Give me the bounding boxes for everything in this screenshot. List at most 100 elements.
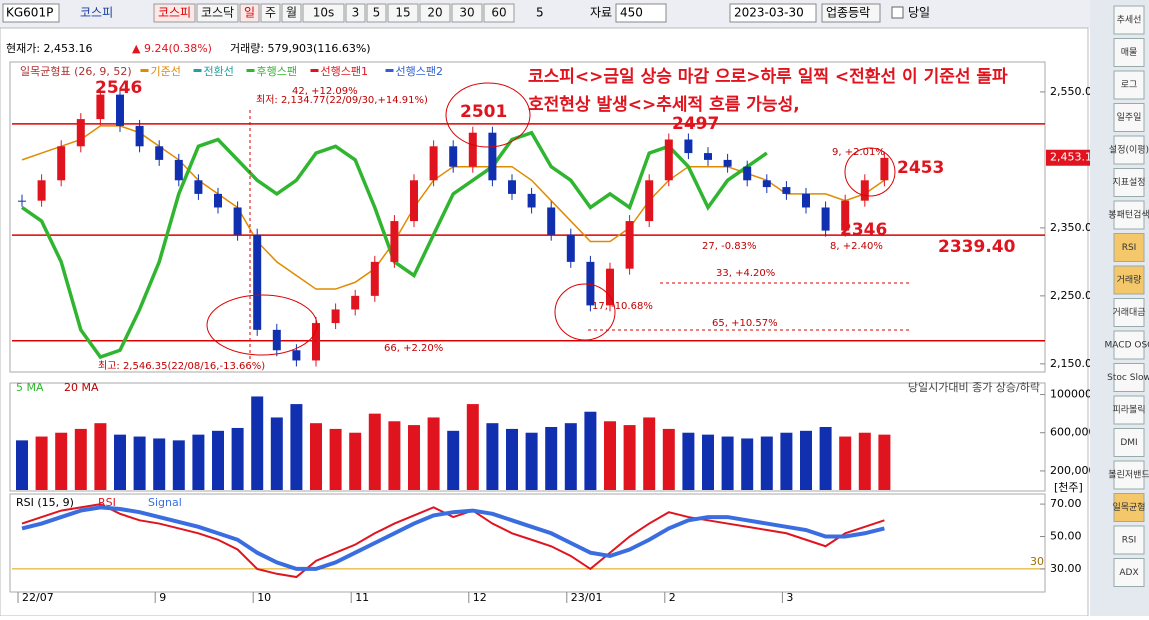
- side-button[interactable]: [1113, 5, 1145, 35]
- candle: [390, 221, 399, 262]
- toolbar-button-label: 5: [373, 6, 381, 20]
- candle: [429, 146, 438, 181]
- side-button[interactable]: [1113, 525, 1145, 555]
- volume-bar: [878, 434, 891, 490]
- x-tick-label: 2: [669, 591, 676, 604]
- code-box[interactable]: [2, 3, 60, 23]
- side-button[interactable]: [1113, 103, 1145, 132]
- side-button-label: RSI: [1122, 536, 1137, 546]
- rsi-legend: RSI: [98, 496, 116, 509]
- rsi-legend: Signal: [148, 496, 182, 509]
- volume-bar: [94, 423, 107, 490]
- volume-bar: [506, 428, 518, 490]
- candle: [351, 295, 360, 310]
- candle: [116, 94, 124, 126]
- side-button[interactable]: [1113, 493, 1145, 522]
- side-button[interactable]: [1113, 558, 1145, 587]
- candle: [18, 200, 26, 202]
- volume-bar: [741, 438, 754, 490]
- date: 2023-03-30: [734, 6, 804, 20]
- candle: [370, 261, 379, 296]
- toolbar-button[interactable]: [260, 3, 281, 23]
- side-button-label: Stoc Slow: [1107, 373, 1149, 383]
- toolbar-button-label: 일: [244, 6, 255, 20]
- candle: [76, 119, 85, 147]
- side-button[interactable]: [1113, 70, 1145, 100]
- index-name: 코스피: [80, 6, 113, 20]
- toolbar-button-label: 15: [395, 6, 410, 20]
- volume-bar: [545, 427, 558, 490]
- volume-bar: [212, 430, 224, 490]
- toolbar-button[interactable]: [345, 3, 366, 23]
- volume-bar: [349, 432, 362, 490]
- chart-frame: [0, 27, 1089, 617]
- toolbar-button-label: 10s: [313, 6, 335, 20]
- annotation: 9, +2.01%: [832, 147, 885, 158]
- toolbar-button[interactable]: [239, 3, 260, 23]
- legend-swatch: [385, 69, 394, 72]
- side-button[interactable]: [1113, 330, 1145, 360]
- toolbar-button[interactable]: [451, 3, 483, 23]
- side-button[interactable]: [1113, 363, 1145, 392]
- candle: [821, 207, 830, 231]
- side-button[interactable]: [1113, 395, 1145, 425]
- side-button[interactable]: [1113, 233, 1145, 262]
- code: KG601P: [6, 6, 53, 20]
- toolbar-button[interactable]: [302, 3, 345, 23]
- y-tick-label: 2,350.00: [1050, 221, 1099, 234]
- volume-bar: [133, 436, 146, 490]
- side-button[interactable]: [1113, 38, 1145, 67]
- volume-bar: [623, 425, 636, 490]
- side-button[interactable]: [1113, 298, 1145, 327]
- candle: [292, 350, 301, 361]
- side-button-label: 봉패턴검색: [1108, 209, 1149, 221]
- annotation: 8, +2.40%: [830, 241, 883, 252]
- side-button[interactable]: [1113, 428, 1145, 457]
- rsi-line: [21, 503, 885, 579]
- side-button-label: 거래량: [1117, 274, 1142, 286]
- date-box[interactable]: [729, 3, 817, 23]
- reference-label: 2339.40: [938, 237, 1016, 257]
- volume-bar: [427, 417, 440, 490]
- annotation: 최저: 2,134.77(22/09/30,+14.91%): [256, 94, 428, 106]
- toolbar-button[interactable]: [153, 3, 196, 23]
- toolbar-button[interactable]: [419, 3, 451, 23]
- volume-legend: 5 MA: [16, 381, 44, 394]
- count-box[interactable]: [615, 3, 667, 23]
- candle: [194, 180, 203, 194]
- toolbar-button-label: 코스닥: [201, 6, 234, 20]
- x-tick-label: 10: [257, 591, 271, 604]
- volume-bar: [35, 436, 48, 490]
- x-tick-label: 3: [786, 591, 793, 604]
- y-tick-label: 200,000: [1050, 464, 1096, 477]
- toolbar-button[interactable]: [281, 3, 302, 23]
- volume-bar: [329, 428, 342, 490]
- candle: [704, 153, 712, 160]
- checkbox[interactable]: [891, 6, 904, 19]
- side-button[interactable]: [1113, 460, 1145, 490]
- candle: [586, 261, 595, 306]
- side-button[interactable]: [1113, 168, 1145, 197]
- volume-bar: [270, 417, 283, 490]
- side-button-label: 설정(이평): [1109, 145, 1149, 156]
- candle: [566, 234, 575, 262]
- side-button-label: 일목균형: [1112, 502, 1145, 513]
- toolbar-button[interactable]: [387, 3, 419, 23]
- toolbar-button[interactable]: [196, 3, 239, 23]
- side-button[interactable]: [1113, 135, 1145, 165]
- toolbar-button-label: 주: [265, 6, 276, 20]
- candle: [135, 125, 144, 147]
- annotation: 66, +2.20%: [384, 343, 443, 354]
- step[interactable]: 5: [536, 6, 544, 20]
- toolbar-button-label: 60: [491, 6, 506, 20]
- sector-button[interactable]: [821, 3, 881, 23]
- legend-swatch: [310, 69, 319, 72]
- volume-bar: [16, 440, 28, 490]
- volume-bar: [643, 417, 656, 490]
- toolbar-button[interactable]: [483, 3, 515, 23]
- toolbar-button[interactable]: [366, 3, 387, 23]
- side-button[interactable]: [1113, 200, 1145, 230]
- candle: [233, 207, 242, 235]
- side-button[interactable]: [1113, 265, 1145, 295]
- volume-bar: [251, 396, 264, 490]
